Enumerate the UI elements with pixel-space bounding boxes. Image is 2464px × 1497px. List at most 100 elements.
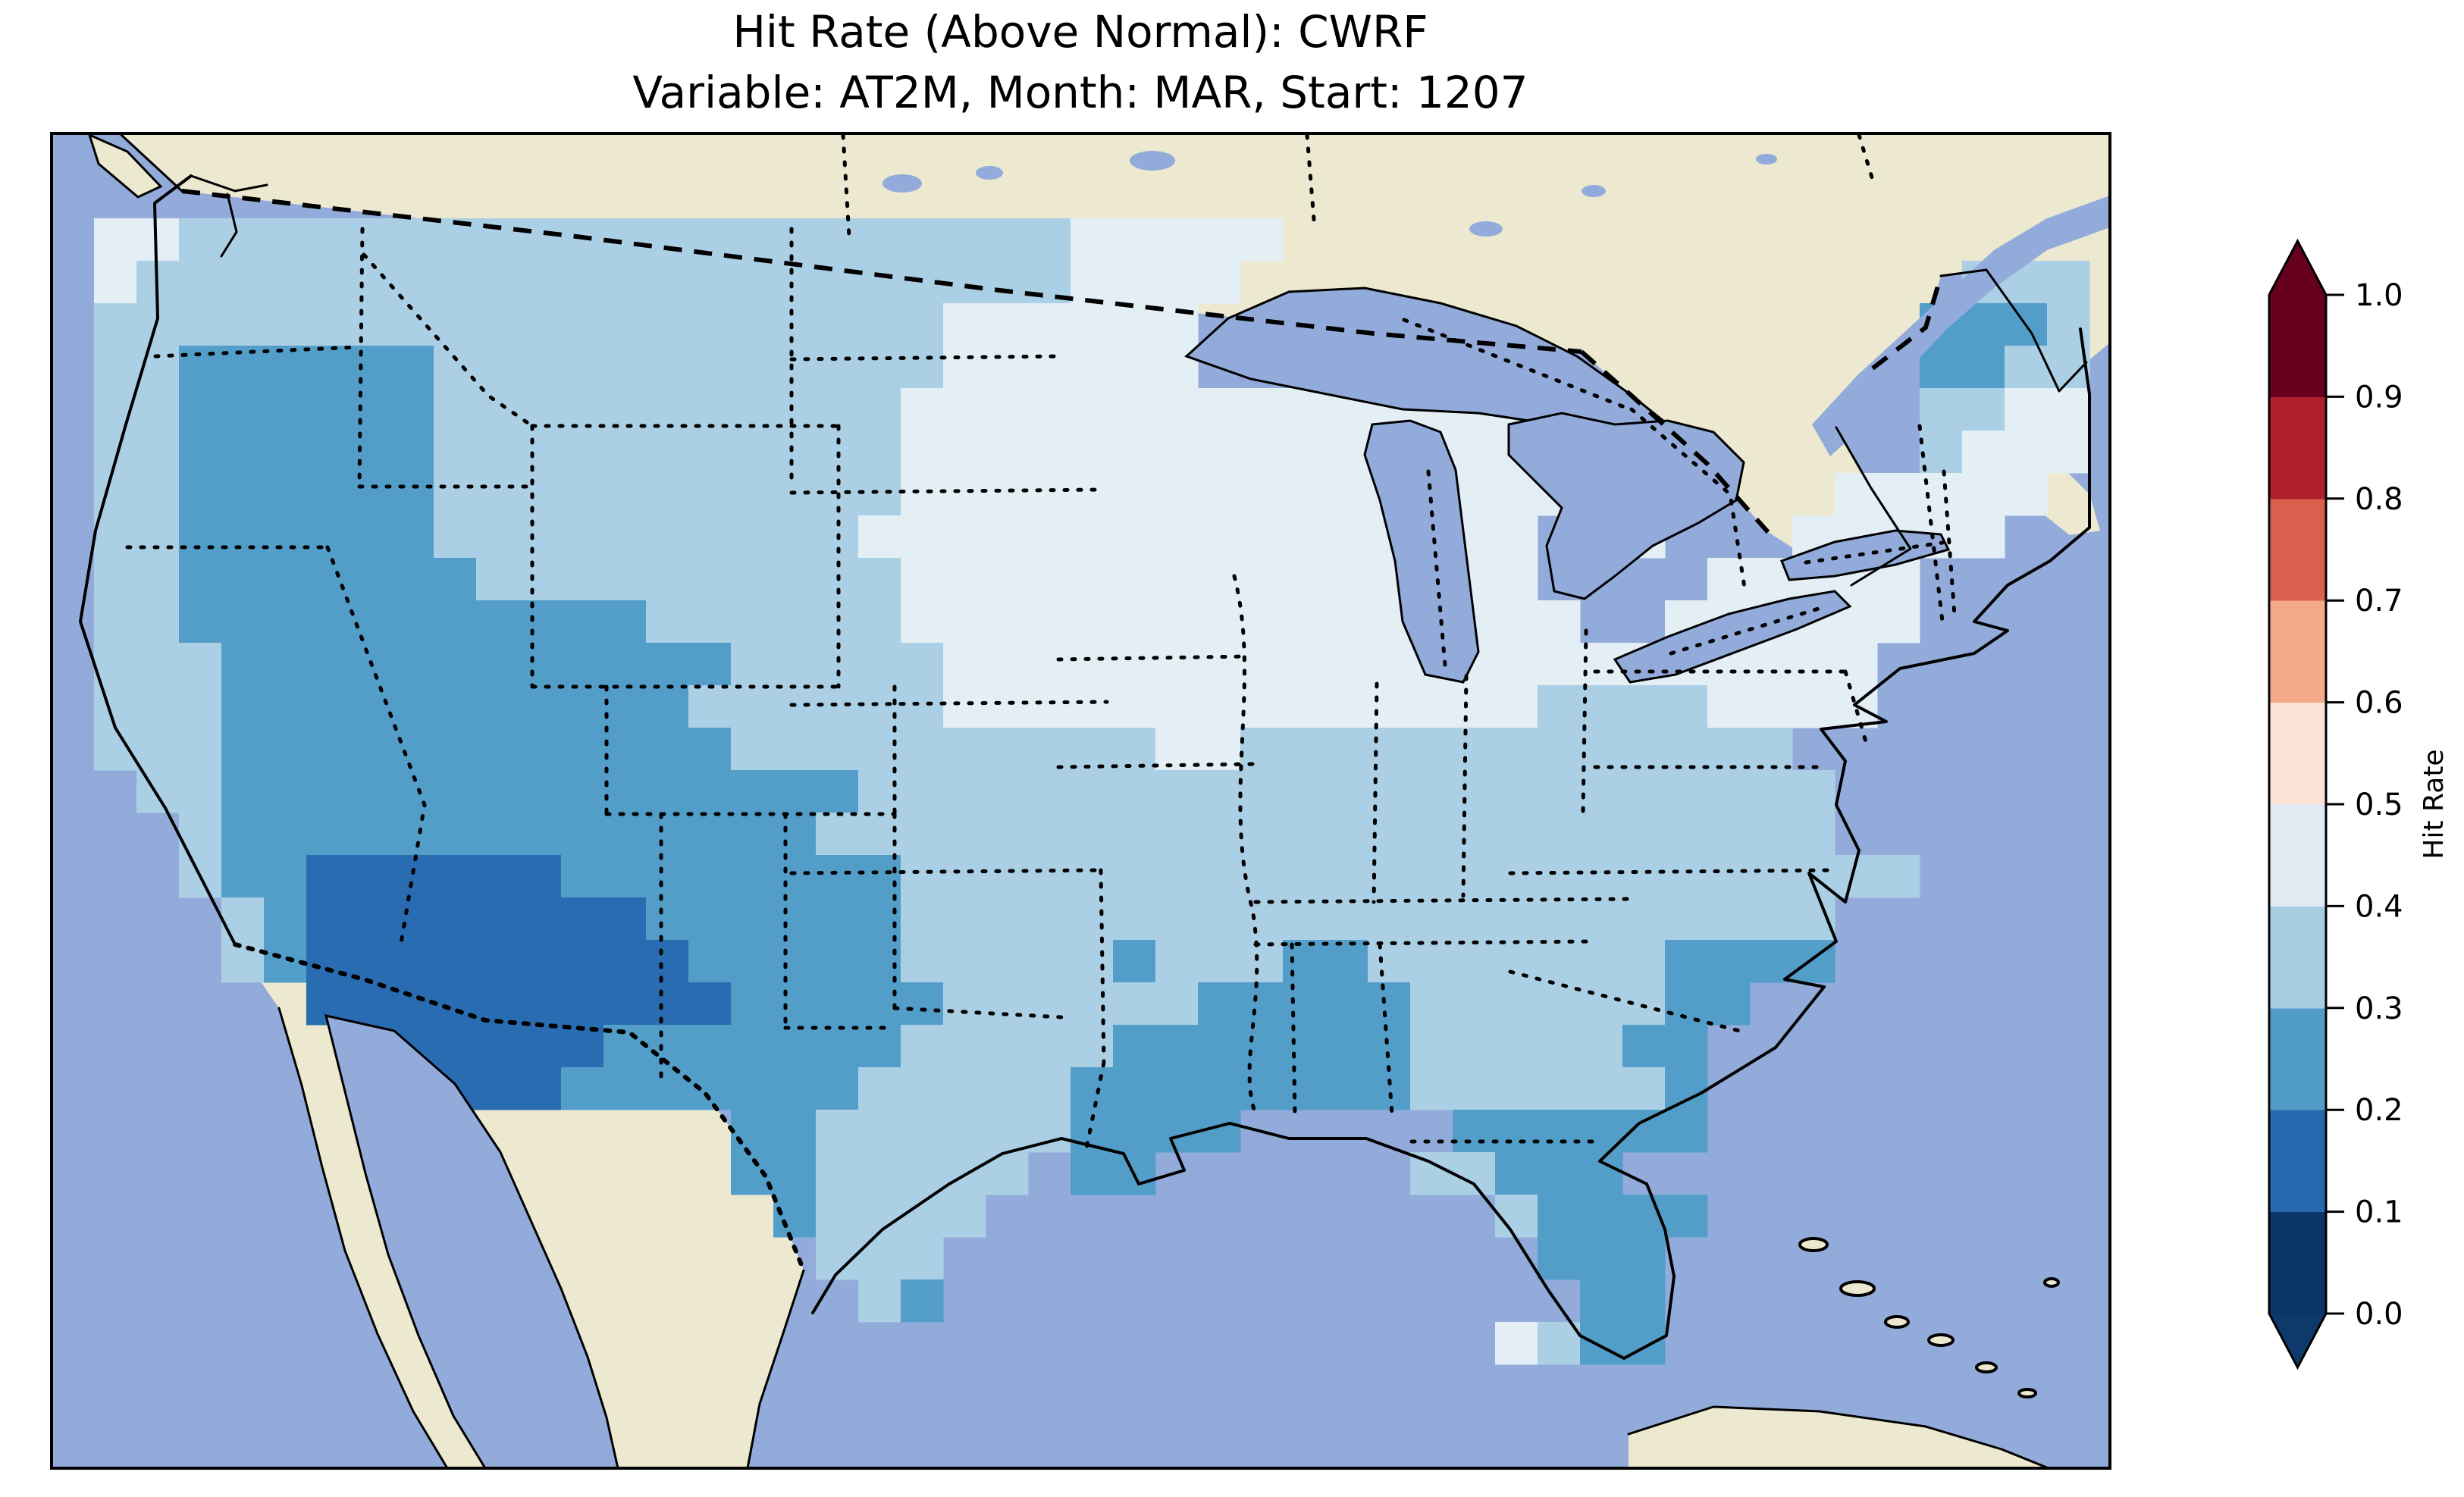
grid-cell: [306, 515, 350, 559]
grid-cell: [1580, 643, 1623, 686]
grid-cell: [1707, 897, 1751, 941]
grid-cell: [731, 515, 774, 559]
grid-cell: [1155, 770, 1199, 813]
grid-cell: [349, 813, 392, 856]
grid-cell: [1028, 728, 1071, 771]
grid-cell: [1707, 770, 1751, 813]
grid-cell: [1071, 1067, 1114, 1110]
grid-cell: [986, 982, 1029, 1026]
grid-cell: [646, 1067, 689, 1110]
grid-cell: [221, 431, 265, 474]
grid-cell: [1240, 897, 1284, 941]
lake-huron: [1507, 412, 1745, 600]
grid-cell: [519, 431, 562, 474]
grid-cell: [136, 218, 180, 262]
grid-cell: [1495, 982, 1538, 1026]
grid-cell: [1792, 813, 1835, 856]
grid-cell: [1495, 813, 1538, 856]
grid-cell: [1113, 388, 1156, 431]
grid-cell: [1622, 685, 1666, 728]
grid-cell: [1495, 728, 1538, 771]
grid-cell: [391, 261, 434, 304]
grid-cell: [221, 515, 265, 559]
state-border: [789, 227, 1103, 495]
grid-cell: [986, 261, 1029, 304]
grid-cell: [773, 897, 817, 941]
grid-cell: [1283, 685, 1326, 728]
grid-cell: [1028, 855, 1071, 898]
grid-cell: [1155, 473, 1199, 516]
grid-cell: [1283, 940, 1326, 983]
grid-cell: [901, 346, 944, 389]
grid-cell: [986, 728, 1029, 771]
grid-cell: [1665, 685, 1708, 728]
grid-cell: [519, 346, 562, 389]
grid-cell: [1538, 1322, 1581, 1365]
colorbar-tick-label: 0.7: [2355, 584, 2403, 619]
grid-cell: [1240, 1025, 1284, 1068]
grid-cell: [2047, 261, 2090, 304]
grid-cell: [1495, 1025, 1538, 1068]
grid-cell: [1240, 473, 1284, 516]
grid-cell: [646, 515, 689, 559]
grid-cell: [816, 643, 859, 686]
grid-cell: [773, 1110, 817, 1153]
grid-cell: [1028, 431, 1071, 474]
colorbar-bin: [2269, 906, 2326, 1009]
grid-cell: [1325, 770, 1368, 813]
grid-cell: [1453, 1110, 1496, 1153]
grid-cell: [816, 218, 859, 262]
state-border: [1402, 318, 1945, 668]
grid-cell: [688, 1025, 732, 1068]
grid-cell: [519, 813, 562, 856]
grid-cell: [1283, 388, 1326, 431]
grid-cell: [306, 388, 350, 431]
grid-cell: [1240, 728, 1284, 771]
grid-cell: [561, 346, 604, 389]
grid-cell: [136, 431, 180, 474]
grid-cell: [1071, 261, 1114, 304]
grid-cell: [179, 261, 222, 304]
grid-cell: [1622, 728, 1666, 771]
grid-cell: [476, 643, 519, 686]
grid-cell: [1240, 770, 1284, 813]
grid-cell: [264, 261, 307, 304]
grid-cell: [1325, 431, 1368, 474]
country-borders: [181, 189, 1943, 1273]
grid-cell: [1792, 770, 1835, 813]
grid-cell: [1495, 600, 1538, 644]
grid-cell: [349, 728, 392, 771]
grid-cell: [1028, 303, 1071, 346]
grid-cell: [349, 558, 392, 601]
grid-cell: [1028, 218, 1071, 262]
grid-cell: [1453, 940, 1496, 983]
grid-cell: [1283, 600, 1326, 644]
cuba-coast: [1627, 1405, 2050, 1470]
grid-cell: [731, 940, 774, 983]
grid-cell: [1028, 897, 1071, 941]
grid-cell: [434, 982, 477, 1026]
state-borders: [125, 133, 1957, 1154]
grid-cell: [901, 515, 944, 559]
grid-cell: [1495, 473, 1538, 516]
grid-cell: [603, 600, 647, 644]
grid-cell: [1665, 1067, 1708, 1110]
grid-cell: [773, 261, 817, 304]
grid-cell: [943, 982, 986, 1026]
grid-cell: [1071, 388, 1114, 431]
grid-cell: [773, 940, 817, 983]
us-mexico-border: [233, 942, 806, 1273]
colorbar-tick-label: 0.6: [2355, 686, 2403, 721]
grid-cell: [1580, 685, 1623, 728]
grid-cell: [1368, 982, 1411, 1026]
grid-cell: [391, 897, 434, 941]
grid-cell: [1028, 770, 1071, 813]
colorbar-tick-label: 0.4: [2355, 889, 2403, 924]
grid-cell: [603, 1067, 647, 1110]
grid-cell: [943, 813, 986, 856]
grid-cell: [773, 515, 817, 559]
canada-lake: [1756, 154, 1777, 164]
grid-cell: [391, 473, 434, 516]
grid-cell: [646, 770, 689, 813]
grid-cell: [391, 558, 434, 601]
